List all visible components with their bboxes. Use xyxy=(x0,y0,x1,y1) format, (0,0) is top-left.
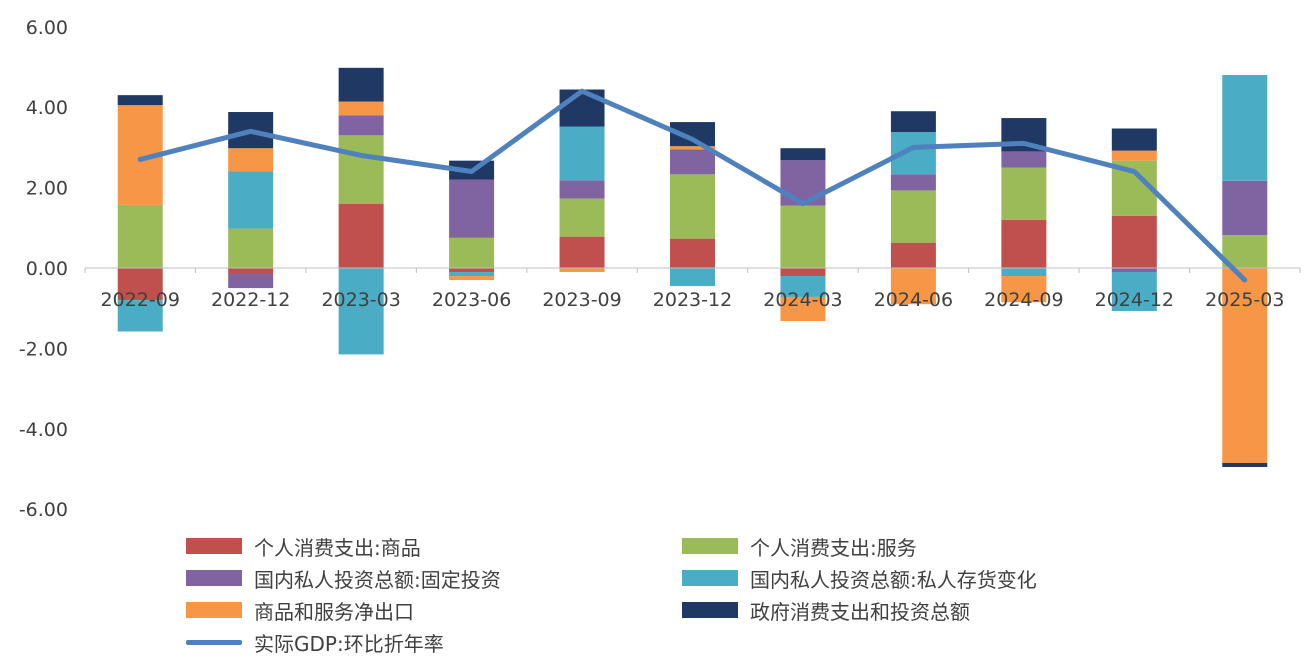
legend-label: 个人消费支出:服务 xyxy=(750,535,917,560)
bar-segment xyxy=(449,268,495,273)
legend-label: 个人消费支出:商品 xyxy=(254,535,421,560)
bar-segment xyxy=(670,149,715,175)
bar-segment xyxy=(1001,276,1047,303)
y-tick-label: 0.00 xyxy=(26,258,68,280)
legend-item-inventory: 国内私人投资总额:私人存货变化 xyxy=(682,564,1037,592)
x-tick-label: 2024-09 xyxy=(984,289,1063,311)
bar-segment xyxy=(780,148,826,161)
legend-swatch xyxy=(186,602,242,618)
bar-segment xyxy=(338,101,384,116)
legend-label: 商品和服务净出口 xyxy=(254,599,414,624)
bar-segment xyxy=(890,268,936,305)
legend: 个人消费支出:商品 个人消费支出:服务 国内私人投资总额:固定投资 国内私人投资… xyxy=(186,530,1186,660)
bar-segment xyxy=(338,115,384,136)
bar-segment xyxy=(228,171,274,229)
x-tick-label: 2024-06 xyxy=(874,289,953,311)
bar-segment xyxy=(559,89,605,127)
legend-swatch xyxy=(682,538,738,554)
bar-segment xyxy=(1222,75,1268,181)
bar-segment xyxy=(780,276,826,297)
bar-segment xyxy=(559,268,605,273)
bar-segment xyxy=(890,174,936,191)
bar-segment xyxy=(228,274,274,289)
gdp-contribution-chart: 6.00 4.00 2.00 0.00 -2.00 -4.00 -6.00 2022-09 20… xyxy=(19,17,1301,521)
bar-segment xyxy=(449,272,495,277)
y-tick-label: 4.00 xyxy=(26,97,68,119)
bar-segment xyxy=(1222,180,1268,236)
y-tick-label: 6.00 xyxy=(26,17,68,39)
legend-item-real-gdp: 实际GDP:环比折年率 xyxy=(186,628,444,656)
bar-segment xyxy=(449,276,495,281)
legend-item-net-exports: 商品和服务净出口 xyxy=(186,596,414,624)
bar-segment xyxy=(1111,150,1157,161)
legend-label: 政府消费支出和投资总额 xyxy=(750,599,970,624)
legend-swatch xyxy=(682,570,738,586)
bar-segment xyxy=(1001,167,1047,220)
bar-segment xyxy=(338,67,384,102)
bar-segment xyxy=(559,180,605,199)
x-tick-label: 2023-12 xyxy=(653,289,732,311)
x-tick-label: 2024-12 xyxy=(1095,289,1174,311)
bar-segment xyxy=(1111,268,1157,273)
legend-item-services: 个人消费支出:服务 xyxy=(682,532,917,560)
y-tick-label: 2.00 xyxy=(26,178,68,200)
x-tick-label: 2022-09 xyxy=(101,289,180,311)
bar-segment xyxy=(670,146,715,150)
bar-segment xyxy=(780,296,826,322)
x-tick-label: 2023-03 xyxy=(321,289,400,311)
bar-segment xyxy=(890,190,936,243)
bar-segment xyxy=(1001,219,1047,268)
legend-label: 国内私人投资总额:私人存货变化 xyxy=(750,567,1037,592)
bar-segment xyxy=(117,204,163,268)
bar-segment xyxy=(117,268,163,301)
y-tick-label: -4.00 xyxy=(19,419,68,441)
y-tick-label: -2.00 xyxy=(19,338,68,360)
bar-segment xyxy=(559,198,605,237)
bar-segment xyxy=(228,228,274,268)
bar-segment xyxy=(1222,462,1268,467)
legend-swatch xyxy=(682,602,738,618)
bar-segment xyxy=(117,300,163,332)
bar-segment xyxy=(670,174,715,239)
legend-item-fixed-investment: 国内私人投资总额:固定投资 xyxy=(186,564,501,592)
bar-segment xyxy=(1222,268,1268,463)
bar-segment xyxy=(780,268,826,277)
bar-segment xyxy=(449,179,495,238)
bar-segment xyxy=(890,242,936,268)
bar-segment xyxy=(228,268,274,275)
bar-segment xyxy=(780,160,826,206)
bar-segment xyxy=(338,135,384,204)
legend-label: 实际GDP:环比折年率 xyxy=(254,631,444,656)
bar-segment xyxy=(559,236,605,268)
x-tick-label: 2024-03 xyxy=(763,289,842,311)
bar-segment xyxy=(670,238,715,268)
bar-segment xyxy=(338,203,384,268)
legend-swatch xyxy=(186,570,242,586)
bar-segment xyxy=(1111,128,1157,151)
bar-segment xyxy=(338,268,384,355)
bar-segment xyxy=(780,205,826,268)
x-tick-label: 2023-06 xyxy=(432,289,511,311)
bar-segment xyxy=(117,95,163,106)
bar-segment xyxy=(1111,272,1157,312)
x-tick-label: 2025-03 xyxy=(1205,289,1284,311)
legend-item-goods: 个人消费支出:商品 xyxy=(186,532,421,560)
bar-segment xyxy=(1001,268,1047,277)
bar-segment xyxy=(228,148,274,172)
bar-segment xyxy=(449,237,495,268)
legend-label: 国内私人投资总额:固定投资 xyxy=(254,567,501,592)
bar-segment xyxy=(1001,151,1047,168)
gdp-line xyxy=(137,88,1248,283)
bar-segment xyxy=(890,111,936,133)
bar-segment xyxy=(1111,215,1157,268)
y-tick-label: -6.00 xyxy=(19,499,68,521)
bar-segment xyxy=(670,268,715,287)
x-tick-label: 2023-09 xyxy=(542,289,621,311)
legend-swatch xyxy=(186,538,242,554)
x-tick-label: 2022-12 xyxy=(211,289,290,311)
legend-item-government: 政府消费支出和投资总额 xyxy=(682,596,970,624)
bar-segment xyxy=(559,126,605,181)
legend-swatch xyxy=(186,639,242,645)
